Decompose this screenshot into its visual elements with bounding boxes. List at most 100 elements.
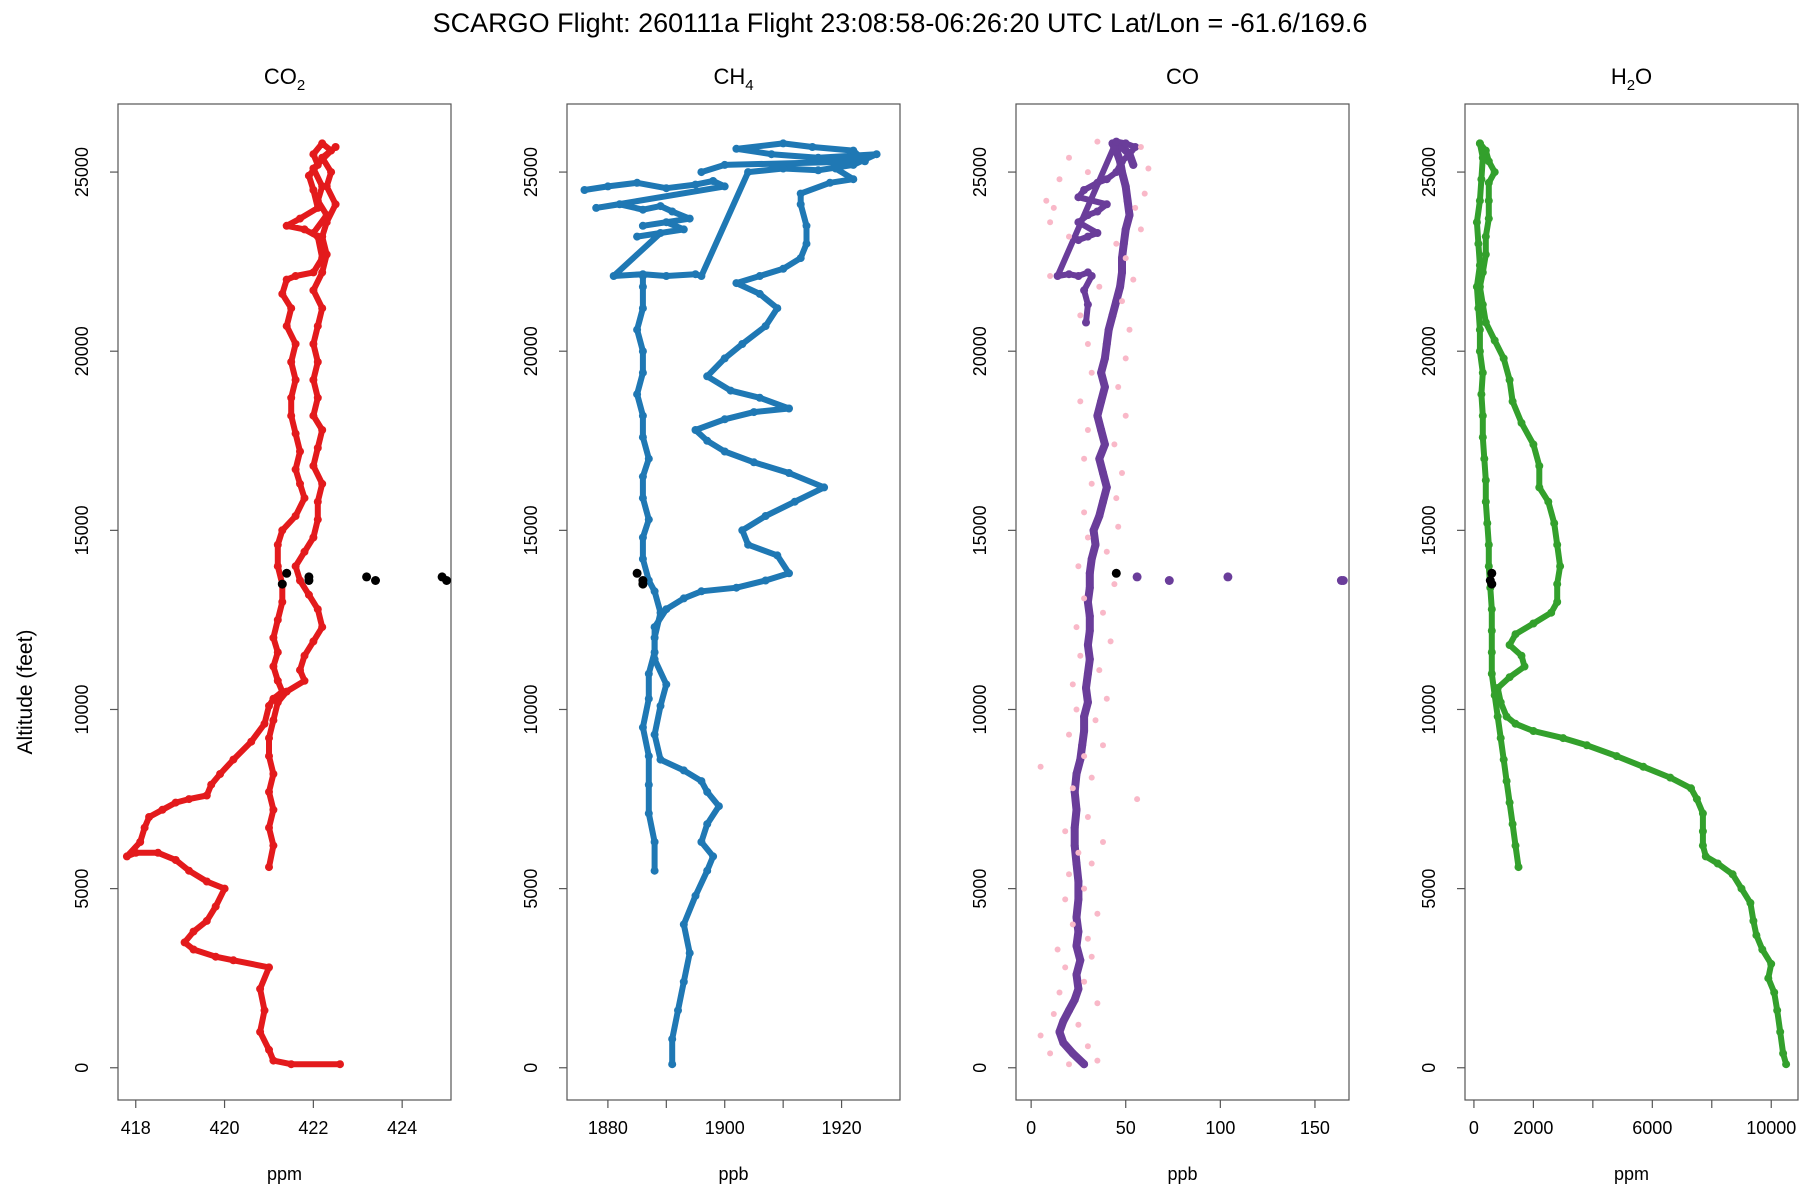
data-point — [300, 494, 309, 503]
data-point — [1056, 176, 1063, 183]
data-point — [1094, 1000, 1101, 1007]
data-point — [309, 461, 318, 470]
data-point — [1088, 953, 1095, 960]
data-point — [703, 820, 712, 829]
data-point — [650, 648, 659, 657]
data-point — [1484, 196, 1493, 205]
data-point — [1746, 898, 1755, 907]
data-point — [1118, 268, 1126, 277]
data-point — [638, 433, 647, 442]
data-point — [703, 866, 712, 875]
data-point — [662, 218, 671, 227]
data-point — [668, 207, 677, 216]
y-tick-label: 10000 — [72, 684, 92, 734]
panel-1: CH4 1880 1900 1920 ppb 0 5000 10000 15000 20000 25… — [521, 64, 901, 1184]
y-tick-label: 10000 — [1419, 684, 1439, 734]
data-point — [318, 479, 327, 488]
data-point — [1137, 226, 1144, 233]
data-point — [1084, 427, 1091, 433]
y-tick-label: 0 — [72, 1063, 92, 1073]
data-point — [291, 465, 300, 474]
data-point — [158, 805, 167, 814]
data-point — [1080, 712, 1089, 721]
x-tick-label: 1900 — [705, 1118, 745, 1138]
data-point — [697, 777, 706, 786]
data-point — [296, 479, 304, 488]
data-point — [1107, 638, 1114, 645]
data-point — [185, 795, 193, 804]
data-point — [220, 884, 229, 893]
data-point — [1083, 669, 1092, 678]
data-point — [1505, 673, 1514, 682]
data-point — [580, 186, 589, 194]
data-point — [278, 526, 287, 535]
data-point — [318, 232, 327, 241]
data-point — [1059, 1017, 1068, 1026]
series-line — [581, 140, 880, 279]
data-point — [732, 279, 741, 288]
data-point — [1077, 312, 1084, 319]
data-point — [1121, 139, 1130, 148]
data-point — [1084, 935, 1091, 942]
data-point — [1666, 773, 1675, 782]
data-point — [1075, 1021, 1082, 1028]
data-point — [1062, 964, 1069, 971]
data-point — [1073, 624, 1080, 631]
data-point — [1758, 945, 1767, 954]
data-point — [273, 540, 282, 549]
data-point — [1072, 913, 1081, 922]
data-point — [820, 483, 829, 492]
data-point — [189, 945, 198, 954]
data-point — [1102, 175, 1111, 184]
y-tick-label: 20000 — [1419, 326, 1439, 376]
data-point — [211, 902, 220, 911]
data-point — [633, 178, 642, 187]
data-point — [790, 497, 799, 506]
data-point — [767, 150, 776, 159]
data-point — [1074, 218, 1083, 227]
data-point — [749, 458, 758, 467]
data-point — [1095, 454, 1104, 463]
data-point — [720, 182, 729, 191]
data-point — [318, 304, 327, 313]
data-point — [1698, 827, 1707, 836]
panel-title-main: CO — [264, 64, 297, 89]
data-point — [638, 368, 647, 377]
data-point — [1487, 648, 1496, 657]
data-point — [1713, 859, 1722, 868]
data-point — [296, 214, 304, 223]
y-tick-label: 15000 — [970, 505, 990, 555]
data-point — [1122, 412, 1129, 419]
data-point — [1066, 731, 1072, 738]
plot-frame — [117, 103, 452, 1101]
y-tick-label: 10000 — [521, 684, 541, 734]
data-point — [1505, 641, 1514, 649]
data-point — [1529, 440, 1538, 449]
data-point — [796, 189, 805, 198]
data-point — [256, 984, 265, 993]
data-point — [304, 171, 313, 180]
data-point — [1123, 196, 1132, 205]
data-point — [638, 555, 647, 563]
series-upper-level — [1053, 137, 1140, 327]
data-point — [1511, 630, 1520, 639]
data-point — [1088, 369, 1095, 376]
data-point — [1095, 512, 1104, 520]
data-point — [300, 547, 309, 556]
data-point — [785, 469, 793, 477]
data-point — [761, 576, 770, 585]
data-point — [1084, 341, 1091, 347]
panel-2: CO 0 50 100 150 ppb 0 5000 10000 15000 20000 25000 — [970, 64, 1350, 1184]
data-point — [269, 716, 278, 725]
data-point — [273, 676, 282, 685]
data-point — [744, 540, 753, 549]
data-point — [1111, 568, 1121, 578]
data-point — [309, 229, 318, 237]
data-point — [1097, 426, 1106, 434]
data-point — [229, 755, 238, 764]
y-tick-label: 20000 — [970, 326, 990, 376]
data-point — [1129, 160, 1138, 169]
data-point — [265, 963, 273, 972]
data-point — [1094, 138, 1101, 145]
data-point — [662, 272, 671, 280]
